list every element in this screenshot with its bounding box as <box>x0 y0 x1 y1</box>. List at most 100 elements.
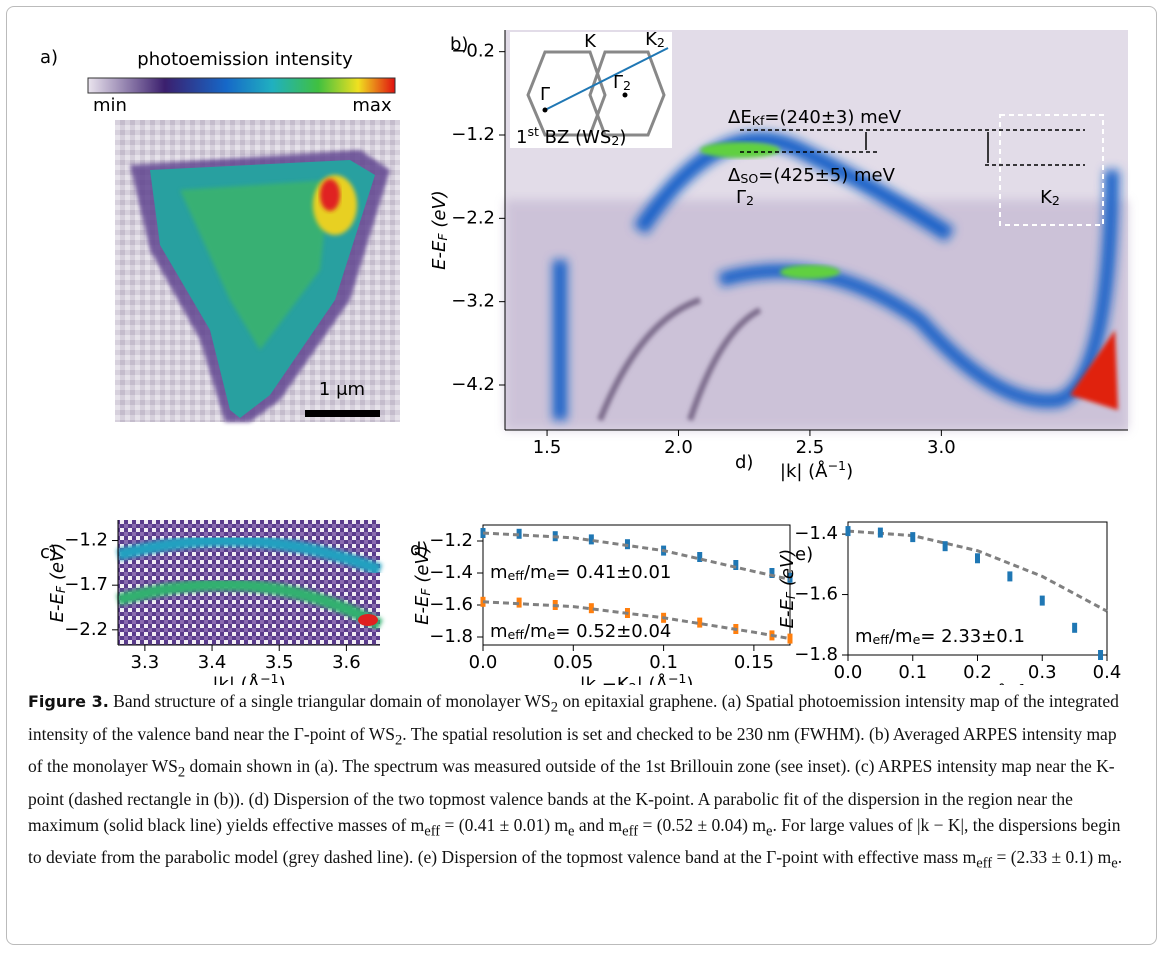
annotation-part: =(240±3) meV <box>764 107 901 128</box>
annotation-part: e <box>913 632 921 647</box>
k2-box <box>999 114 1104 226</box>
x-axis-label: |k| (Å−1) <box>212 671 285 685</box>
inset-label-part: Γ <box>540 84 550 105</box>
colorbar <box>87 77 396 94</box>
annotation: ΔEKf=(240±3) meV <box>728 107 902 128</box>
annotation-part: K <box>1040 187 1053 208</box>
x-axis-label-part: ) <box>279 674 286 685</box>
x-axis-label-part: | (Å <box>977 683 1009 685</box>
x-tick-label: 2.0 <box>664 437 693 458</box>
frame <box>6 6 1157 945</box>
x-tick-label: 1.5 <box>533 437 562 458</box>
annotation-part: = 0.41±0.01 <box>555 562 671 583</box>
extra-label-part: d) <box>735 452 753 473</box>
caption-part: . For large values of |k − K|, the dispe… <box>28 814 1121 868</box>
annotation: ΔSO=(425±5) meV <box>728 165 896 186</box>
x-axis-label-part: | (Å <box>637 673 669 685</box>
x-axis-label: |k −K2| (Å−1) <box>580 671 694 685</box>
figure: a) photoemission intensity min max 1 μm b) 1.5… <box>40 29 1128 685</box>
caption-sub: e <box>1111 855 1118 872</box>
x-tick-label: 0.1 <box>898 662 927 683</box>
caption-part: = (0.41 ± 0.01) m <box>440 814 569 835</box>
caption-sub: eff <box>622 823 639 839</box>
y-tick-label: −3.2 <box>451 291 495 312</box>
data-point <box>588 534 594 545</box>
data-point <box>910 532 916 543</box>
annotation-part: Δ <box>728 165 741 186</box>
annotation: K2 <box>1040 187 1060 208</box>
panel-label-part: e) <box>795 544 813 565</box>
annotation-part: SO <box>740 171 758 186</box>
caption-label: Figure 3. <box>28 692 109 711</box>
annotation-part: 2 <box>746 193 754 208</box>
annotation: meff/me= 0.41±0.01 <box>490 562 671 583</box>
y-tick-label: −1.6 <box>794 584 838 605</box>
panel-label: d) <box>410 539 428 560</box>
x-tick-label: 3.6 <box>332 652 361 673</box>
y-tick-label: −2.2 <box>451 207 495 228</box>
scale-bar-label: 1 μm <box>319 379 365 400</box>
annotation-part: eff <box>508 568 525 583</box>
caption-sub: 2 <box>177 764 186 781</box>
annotation-part: m <box>490 621 508 642</box>
annotation-part: eff <box>873 632 890 647</box>
data-point <box>787 633 793 644</box>
fit-line <box>847 529 1108 613</box>
y-tick-label: −1.2 <box>429 530 473 551</box>
y-axis-label-part: E-E <box>777 598 798 628</box>
x-axis-label-part: |k| (Å <box>212 673 260 685</box>
band <box>116 578 383 631</box>
band-faint <box>597 297 762 422</box>
fit-line <box>482 600 791 641</box>
x-tick-label: 0.0 <box>469 652 498 673</box>
y-axis-label-part: (eV) <box>777 549 798 592</box>
x-tick-label: 0.2 <box>963 662 992 683</box>
caption-sub: 2 <box>394 732 403 748</box>
inset-label-part: K <box>645 29 658 50</box>
colorbar-max: max <box>352 95 392 116</box>
x-tick-label: 3.3 <box>131 652 160 673</box>
data-point <box>516 528 522 539</box>
annotation-part: /m <box>524 562 548 583</box>
band-hot <box>358 614 378 626</box>
y-tick-label: −1.2 <box>64 530 108 551</box>
y-axis-label: E-EF (eV) <box>429 190 450 270</box>
y-tick-label: −4.2 <box>451 374 495 395</box>
inset-label: Γ <box>540 84 550 105</box>
colorbar-min: min <box>93 95 127 116</box>
plot-frame <box>482 524 791 646</box>
inset-label-part: 2 <box>623 78 631 93</box>
inset-label: K2 <box>645 29 665 50</box>
annotation-part: Kf <box>752 113 765 128</box>
y-tick-label: −1.4 <box>794 523 838 544</box>
data-point <box>787 572 793 583</box>
panel-label-part: a) <box>40 47 58 68</box>
inset-label-part: 2 <box>657 35 665 50</box>
annotation-part: /m <box>889 626 913 647</box>
caption-sub: 2 <box>550 699 559 716</box>
data-point <box>733 560 739 570</box>
panel-label: e) <box>795 544 813 565</box>
band <box>116 534 383 576</box>
inset-label-part: K <box>584 31 597 52</box>
annotation-part: m <box>490 562 508 583</box>
y-tick-label: −1.8 <box>429 626 473 647</box>
band <box>633 132 955 242</box>
x-tick-label: 3.0 <box>927 437 956 458</box>
inset-label: K <box>584 31 597 52</box>
annotation: Γ2 <box>736 187 754 208</box>
bz-hexagons <box>526 50 666 137</box>
data-point <box>845 526 851 537</box>
x-axis-label-part: 2 <box>629 680 637 685</box>
x-axis-label-part: −1 <box>1008 681 1027 685</box>
annotation-part: e <box>548 568 556 583</box>
x-tick-label: 0.4 <box>1093 662 1122 683</box>
data-point <box>975 553 980 564</box>
y-tick-label: −1.6 <box>429 594 473 615</box>
x-axis-label-part: |k −Γ <box>921 684 968 685</box>
inset-label-part: ) <box>619 127 626 148</box>
band-hot <box>1070 330 1118 410</box>
data-point <box>1039 595 1045 606</box>
x-tick-label: 0.05 <box>553 652 593 673</box>
